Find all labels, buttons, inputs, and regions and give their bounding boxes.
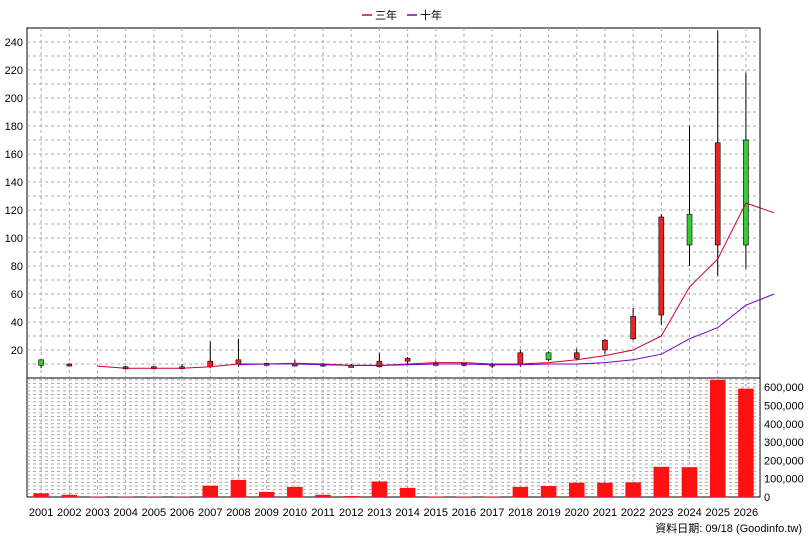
- moving-average-lines: [97, 202, 775, 369]
- price-tick-label: 220: [5, 65, 23, 77]
- year-tick-label: 2026: [734, 507, 758, 519]
- year-tick-label: 2023: [649, 507, 673, 519]
- volume-bar: [230, 479, 247, 497]
- volume-tick-label: 400,000: [764, 419, 804, 431]
- year-tick-label: 2025: [705, 507, 729, 519]
- volume-bar: [371, 481, 388, 497]
- volume-tick-label: 300,000: [764, 437, 804, 449]
- year-tick-label: 2020: [565, 507, 589, 519]
- year-tick-label: 2014: [395, 507, 419, 519]
- volume-bar: [625, 482, 641, 497]
- volume-bar: [597, 482, 613, 497]
- volume-bar: [681, 467, 698, 497]
- volume-bars: [33, 379, 754, 497]
- price-tick-label: 160: [5, 149, 23, 161]
- price-tick-label: 180: [5, 121, 23, 133]
- volume-tick-label: 200,000: [764, 455, 804, 467]
- volume-bar: [484, 496, 500, 497]
- volume-tick-label: 500,000: [764, 400, 804, 412]
- candle-body: [376, 360, 383, 368]
- year-tick-label: 2004: [113, 507, 137, 519]
- volume-bar: [568, 482, 585, 497]
- year-tick-label: 2003: [85, 507, 109, 519]
- candle-body: [602, 339, 608, 351]
- volume-tick-label: 0: [764, 492, 770, 504]
- year-tick-label: 2019: [536, 507, 560, 519]
- legend-label: 三年: [375, 8, 397, 22]
- candle-body: [630, 316, 636, 340]
- candle-body: [517, 352, 524, 365]
- price-tick-label: 100: [5, 233, 23, 245]
- year-tick-label: 2005: [142, 507, 166, 519]
- year-tick-label: 2016: [452, 507, 476, 519]
- candle-body: [573, 352, 580, 359]
- data-date-footer: 資料日期: 09/18 (Goodinfo.tw): [655, 521, 802, 535]
- candle-body: [545, 352, 552, 361]
- volume-bar: [399, 487, 416, 497]
- candle-body: [66, 363, 73, 367]
- volume-bar: [258, 491, 275, 497]
- volume-bar: [315, 494, 331, 497]
- price-tick-label: 120: [5, 205, 23, 217]
- volume-bar: [202, 485, 219, 497]
- volume-bar: [653, 466, 670, 497]
- year-tick-label: 2018: [508, 507, 532, 519]
- year-tick-label: 2010: [283, 507, 307, 519]
- volume-bar: [738, 388, 754, 497]
- candles: [38, 30, 749, 370]
- year-tick-label: 2013: [367, 507, 391, 519]
- volume-bar: [343, 496, 359, 497]
- year-tick-label: 2006: [170, 507, 194, 519]
- price-tick-label: 80: [11, 261, 23, 273]
- volume-bar: [456, 496, 472, 497]
- volume-bar: [287, 486, 303, 497]
- volume-bar: [540, 486, 557, 497]
- year-tick-label: 2001: [29, 507, 53, 519]
- year-tick-label: 2009: [254, 507, 278, 519]
- year-tick-label: 2002: [57, 507, 81, 519]
- candle-body: [235, 359, 242, 365]
- volume-tick-label: 600,000: [764, 382, 804, 394]
- legend: 三年 十年: [362, 8, 442, 22]
- price-tick-label: 20: [11, 345, 23, 357]
- candle-body: [207, 360, 214, 368]
- year-tick-label: 2015: [424, 507, 448, 519]
- volume-bar: [33, 493, 49, 497]
- year-tick-label: 2011: [311, 507, 335, 519]
- volume-bar: [428, 496, 444, 497]
- candle-body: [743, 139, 749, 246]
- candle-body: [686, 213, 693, 246]
- volume-grid: [26, 377, 761, 498]
- volume-axis: 0 100,000 200,000 300,000 400,000 500,000 600,…: [764, 382, 804, 504]
- ma-line-10yr: [238, 293, 775, 366]
- legend-label: 十年: [420, 8, 442, 22]
- volume-bar: [709, 379, 726, 497]
- year-tick-label: 2012: [339, 507, 363, 519]
- price-tick-label: 140: [5, 177, 23, 189]
- candle-body: [658, 216, 665, 316]
- year-tick-label: 2021: [593, 507, 617, 519]
- price-grid: [26, 27, 761, 379]
- candle-body: [714, 142, 721, 246]
- ma-line-3yr: [97, 202, 775, 369]
- price-tick-label: 200: [5, 93, 23, 105]
- year-tick-label: 2017: [480, 507, 504, 519]
- price-tick-label: 40: [11, 317, 23, 329]
- volume-tick-label: 100,000: [764, 474, 804, 486]
- year-tick-label: 2008: [226, 507, 250, 519]
- price-plot-frame: [26, 27, 761, 379]
- volume-bar: [512, 486, 529, 497]
- price-axis: 20 40 60 80 100 120 140 160 180 200 220 240: [5, 37, 23, 357]
- volume-bar: [89, 496, 106, 497]
- price-tick-label: 240: [5, 37, 23, 49]
- year-tick-label: 2007: [198, 507, 222, 519]
- year-tick-label: 2024: [677, 507, 701, 519]
- year-axis: 2001 2002 2003 2004 2005 2006 2007 2008 2009 2010…: [29, 507, 758, 519]
- year-tick-label: 2022: [621, 507, 645, 519]
- volume-bar: [61, 494, 78, 497]
- price-tick-label: 60: [11, 289, 23, 301]
- candle-body: [38, 359, 44, 366]
- candle-body: [404, 358, 411, 362]
